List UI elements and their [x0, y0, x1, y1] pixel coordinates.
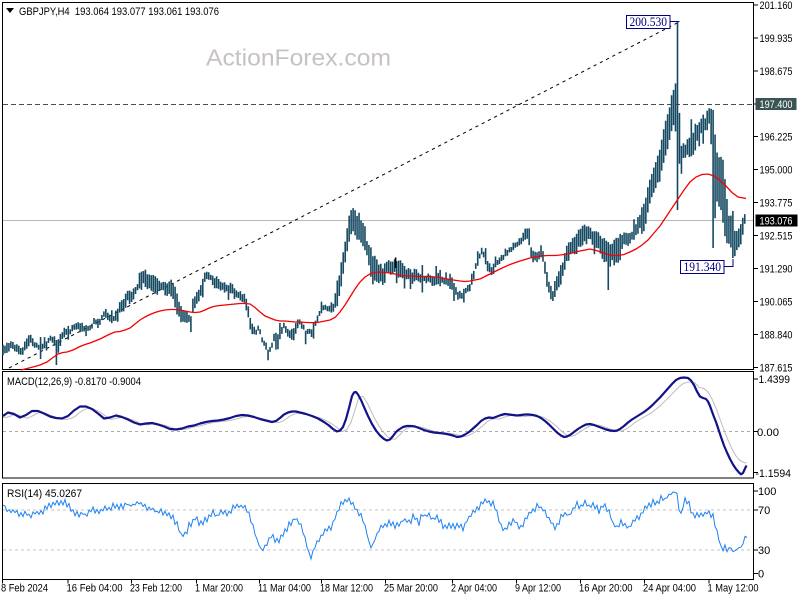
svg-text:201.160: 201.160 — [760, 0, 793, 12]
svg-text:195.000: 195.000 — [760, 165, 793, 177]
svg-text:190.065: 190.065 — [760, 297, 793, 309]
svg-text:192.515: 192.515 — [760, 231, 793, 243]
svg-text:18 Mar 12:00: 18 Mar 12:00 — [320, 583, 373, 595]
svg-text:11 Mar 04:00: 11 Mar 04:00 — [258, 583, 311, 595]
svg-text:198.675: 198.675 — [760, 66, 793, 78]
svg-text:1 Mar 20:00: 1 Mar 20:00 — [195, 583, 243, 595]
svg-text:16 Apr 20:00: 16 Apr 20:00 — [579, 583, 633, 595]
svg-text:9 Apr 12:00: 9 Apr 12:00 — [515, 583, 561, 595]
svg-text:1.4399: 1.4399 — [759, 374, 791, 386]
svg-text:23 Feb 12:00: 23 Feb 12:00 — [130, 583, 182, 595]
svg-text:199.935: 199.935 — [760, 33, 793, 45]
svg-text:1 May 12:00: 1 May 12:00 — [708, 583, 759, 595]
svg-text:16 Feb 04:00: 16 Feb 04:00 — [67, 583, 123, 595]
svg-text:193.076: 193.076 — [760, 216, 793, 228]
svg-text:-1.1594: -1.1594 — [756, 468, 792, 480]
svg-text:193.775: 193.775 — [760, 198, 793, 210]
svg-text:196.225: 196.225 — [760, 132, 793, 144]
svg-text:187.615: 187.615 — [760, 363, 793, 375]
svg-text:RSI(14) 45.0267: RSI(14) 45.0267 — [7, 488, 82, 500]
svg-text:30: 30 — [758, 545, 770, 557]
svg-text:0.00: 0.00 — [757, 427, 779, 439]
svg-text:70: 70 — [758, 505, 770, 517]
svg-text:0: 0 — [758, 569, 764, 581]
svg-text:191.290: 191.290 — [760, 264, 793, 276]
svg-text:8 Feb 2024: 8 Feb 2024 — [1, 583, 48, 595]
svg-text:197.400: 197.400 — [760, 99, 793, 111]
svg-text:25 Mar 20:00: 25 Mar 20:00 — [384, 583, 438, 595]
svg-text:100: 100 — [758, 486, 776, 498]
svg-text:188.840: 188.840 — [760, 330, 793, 342]
svg-text:2 Apr 04:00: 2 Apr 04:00 — [451, 583, 497, 595]
svg-text:MACD(12,26,9) -0.8170 -0.9004: MACD(12,26,9) -0.8170 -0.9004 — [7, 376, 141, 388]
svg-text:GBPJPY,H4 193.064 193.077 193: GBPJPY,H4 193.064 193.077 193.061 193.07… — [19, 6, 219, 18]
svg-text:24 Apr 04:00: 24 Apr 04:00 — [643, 583, 696, 595]
svg-text:200.530: 200.530 — [630, 15, 668, 29]
svg-text:ActionForex.com: ActionForex.com — [206, 45, 391, 71]
svg-text:191.340: 191.340 — [684, 260, 722, 274]
